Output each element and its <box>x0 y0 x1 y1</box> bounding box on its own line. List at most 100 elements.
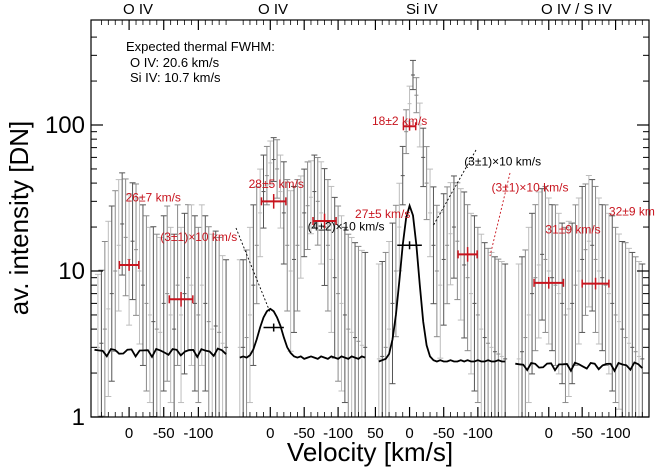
data-point <box>209 233 216 417</box>
data-point <box>133 183 140 316</box>
data-point <box>335 205 342 382</box>
x-tick-label: 0 <box>266 425 274 442</box>
data-point <box>406 85 413 122</box>
leader-line-panel3-black <box>432 149 477 227</box>
panel-title: O IV / S IV <box>541 1 612 18</box>
x-tick-label: -100 <box>601 425 631 442</box>
annotation-label: (4±2)×10 km/s <box>308 219 385 233</box>
data-point <box>358 249 365 417</box>
annotation-label: 31±9 km/s <box>545 223 600 237</box>
data-point <box>491 256 498 417</box>
data-point <box>146 226 153 404</box>
y-tick-label: 10 <box>58 258 85 285</box>
data-point <box>632 256 639 417</box>
data-point <box>246 226 253 404</box>
data-point <box>444 186 451 305</box>
data-point <box>555 212 562 375</box>
fit-curve <box>515 361 643 373</box>
data-point <box>270 137 277 182</box>
data-point <box>352 242 359 417</box>
data-point <box>328 185 335 333</box>
data-point <box>595 197 602 345</box>
y-tick-label: 1 <box>72 404 85 431</box>
data-point <box>485 247 492 417</box>
data-point <box>572 204 579 366</box>
red-centroid-marker <box>260 194 287 209</box>
data-point <box>396 182 403 272</box>
data-point <box>559 222 566 385</box>
data-point <box>433 204 440 338</box>
text-layer: av. intensity [DN] Velocity [km/s] Expec… <box>4 1 655 467</box>
data-point <box>605 212 612 375</box>
red-centroid-marker <box>581 277 610 290</box>
frame-layer <box>90 19 650 418</box>
data-point <box>345 233 352 417</box>
data-point <box>382 251 389 417</box>
red-centroid-marker <box>457 247 478 262</box>
data-point <box>389 222 396 385</box>
connector-layer <box>235 149 511 313</box>
data-point <box>447 182 454 286</box>
data-point <box>461 191 468 339</box>
x-tick-label: 0 <box>125 425 133 442</box>
data-point <box>314 157 321 246</box>
data-point <box>430 186 437 305</box>
data-point <box>164 205 171 382</box>
data-point <box>609 215 616 392</box>
black-width-marker <box>397 241 422 250</box>
data-point <box>525 226 532 404</box>
data-point <box>216 236 223 417</box>
data-point <box>481 242 488 417</box>
leader-line-panel2 <box>235 227 271 313</box>
data-layer <box>94 59 646 418</box>
annotation-label: 27±5 km/s <box>355 207 410 221</box>
x-tick-label: -50 <box>153 425 175 442</box>
annotation-label: 26±7 km/s <box>126 190 181 204</box>
x-axis-label: Velocity [km/s] <box>287 437 453 467</box>
data-point <box>153 233 160 417</box>
fit-curve <box>378 202 506 363</box>
data-point <box>355 245 362 417</box>
fit-curve <box>239 307 366 360</box>
data-point <box>202 215 209 392</box>
data-point <box>379 261 386 417</box>
data-point <box>437 211 444 359</box>
data-point <box>274 139 281 199</box>
data-point <box>181 212 188 375</box>
data-point <box>585 174 592 308</box>
data-point <box>612 226 619 404</box>
data-point <box>362 251 369 417</box>
red-centroid-marker <box>168 291 194 307</box>
annotation-label: (3±1)×10 km/s <box>160 230 237 244</box>
data-point <box>589 179 596 312</box>
data-point <box>629 251 636 417</box>
data-point <box>375 263 382 417</box>
data-point <box>535 191 542 339</box>
data-point <box>427 168 434 258</box>
x-tick-label: -100 <box>323 425 353 442</box>
data-point <box>478 233 485 417</box>
data-point <box>549 204 556 352</box>
black-width-marker <box>263 323 284 332</box>
x-tick-label: -50 <box>433 425 455 442</box>
x-tick-label: -100 <box>463 425 493 442</box>
data-point <box>188 204 195 366</box>
data-point <box>592 185 599 333</box>
x-tick-label: -50 <box>571 425 593 442</box>
data-point <box>301 168 308 258</box>
data-point <box>386 240 393 418</box>
data-point <box>440 193 447 326</box>
panel-title: Si IV <box>406 1 438 18</box>
data-point <box>403 109 410 155</box>
red-centroid-marker <box>533 276 565 289</box>
data-point <box>260 154 267 229</box>
tick-layer <box>91 20 649 418</box>
data-point <box>257 168 264 258</box>
annotation-label: 32±9 km/s <box>609 204 655 218</box>
data-point <box>324 179 331 312</box>
data-point <box>338 215 345 392</box>
data-point <box>291 185 298 333</box>
data-point <box>219 255 226 417</box>
y-tick-label: 100 <box>45 112 85 139</box>
